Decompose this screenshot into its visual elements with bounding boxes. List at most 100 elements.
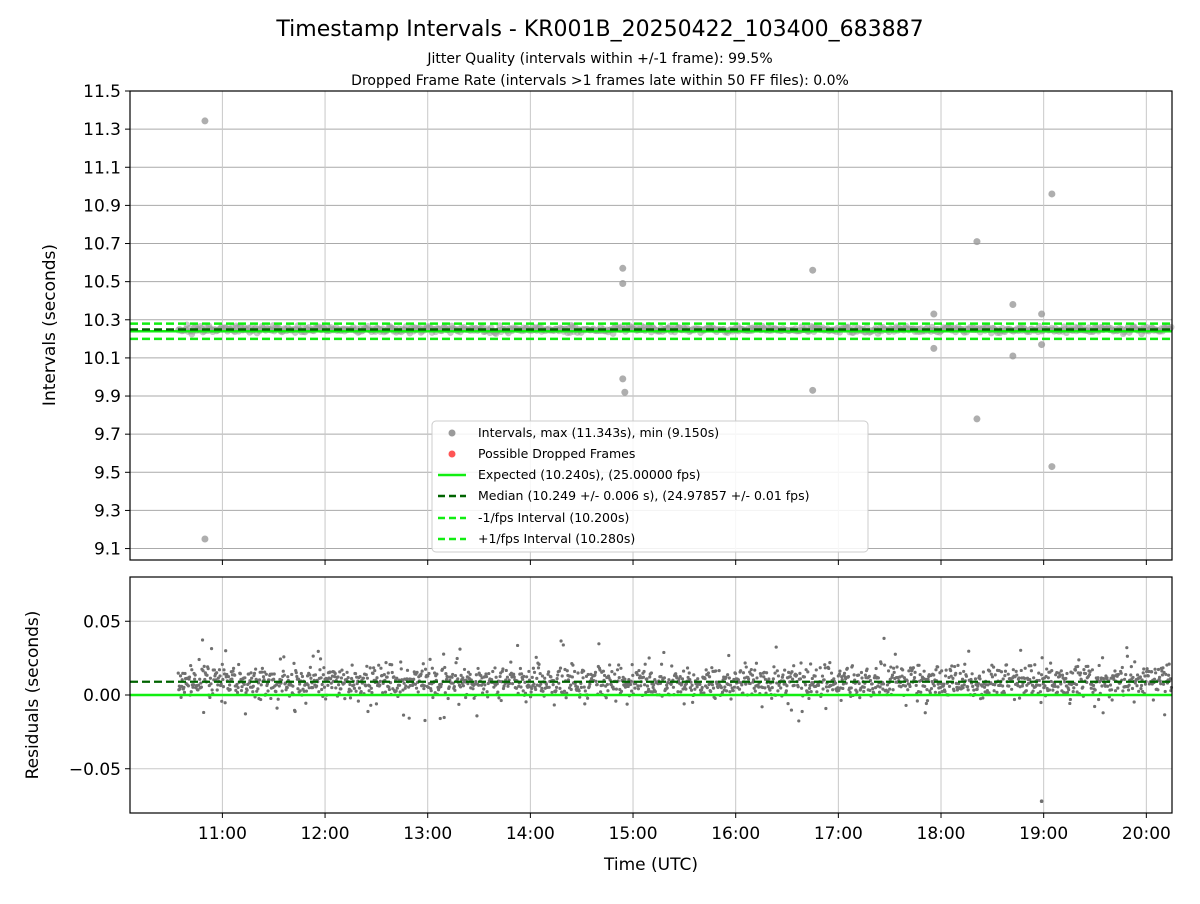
bottom-ytick-label: −0.05 [69,760,121,780]
residual-point [777,683,781,687]
interval-outlier-point [1009,352,1017,360]
top-ytick-label: 10.5 [83,273,121,293]
residual-point [1135,684,1139,688]
residual-point [521,677,525,681]
residual-point [505,675,510,679]
residual-point [1031,689,1035,693]
chart-subtitle-jitter: Jitter Quality (intervals within +/-1 fr… [426,51,772,67]
residual-point [529,690,533,694]
legend: Intervals, max (11.343s), min (9.150s) P… [431,420,869,553]
residual-point [1058,673,1062,677]
residual-point [318,657,323,661]
residual-point [464,695,468,700]
residual-point [881,687,885,691]
residual-point [1126,688,1131,692]
residual-point [940,690,944,694]
residual-point [924,677,928,682]
residual-point [950,664,954,668]
residual-point [595,682,599,687]
residual-point [1093,688,1097,692]
residual-point [952,689,956,693]
residual-point [706,671,711,675]
residual-point [623,677,627,681]
interval-outlier-point [201,117,209,125]
residual-point [180,678,184,682]
residual-point [906,688,910,692]
residual-point [642,669,646,674]
residual-point [399,667,403,671]
residual-point [832,677,836,681]
residual-point [993,673,997,677]
interval-outlier-point [1038,341,1046,349]
residual-point [784,689,788,693]
residual-point [907,669,911,673]
residual-point [397,683,402,687]
residual-point [402,681,406,685]
residual-point [1077,658,1081,662]
residual-point [378,683,382,687]
bottom-y-axis-label: Residuals (seconds) [23,611,43,780]
residual-point [311,654,315,658]
residual-point [274,690,278,694]
residual-point [186,684,191,688]
residual-point [762,675,766,679]
residual-point [385,675,389,679]
residual-point [369,686,373,690]
residual-point [319,676,323,680]
residual-point [272,677,276,681]
residual-point [665,683,669,687]
residual-point [1020,684,1024,688]
residual-point [367,689,371,693]
residual-point [733,671,738,676]
residual-point [431,695,435,700]
residual-point [867,674,871,678]
residual-point [1158,679,1162,683]
residual-point [221,685,226,689]
residual-point [877,690,882,694]
residual-point [370,691,374,695]
residual-point [692,673,696,677]
residual-point [614,687,619,691]
residual-point [573,669,577,674]
residual-point [961,686,965,690]
residual-point [231,669,235,673]
residual-point [187,675,192,679]
residual-point [810,676,814,681]
legend-label-dropped: Possible Dropped Frames [478,446,635,461]
residual-point [290,672,294,677]
residual-point [223,701,227,705]
residual-point [419,672,423,676]
residual-point [1101,711,1105,715]
residual-point [561,643,565,647]
residual-point [365,664,369,668]
residual-point [915,699,919,703]
residual-point [643,683,647,687]
residual-point [731,689,735,693]
residual-point [457,702,461,706]
residual-point [647,656,651,660]
residual-point [949,674,953,678]
residual-point [512,672,516,676]
residual-point [1150,670,1154,674]
residual-point [259,697,263,702]
residual-point [604,696,608,700]
residual-point [405,677,409,681]
chart-subtitle-dropped: Dropped Frame Rate (intervals >1 frames … [351,73,849,89]
residual-point [681,669,686,673]
residual-point [524,700,528,704]
residual-point [438,716,442,721]
residual-point [494,675,498,679]
residual-point [726,673,730,677]
residual-point [527,669,531,674]
residual-point [222,668,226,672]
residual-point [306,683,310,687]
residual-point [179,695,183,699]
residual-point [369,703,373,707]
residual-point [451,672,455,677]
bottom-xtick-label: 15:00 [609,824,658,844]
residual-point [1067,688,1071,692]
residual-point [1071,690,1075,694]
residual-point [653,689,657,694]
residual-point [329,677,333,681]
residual-point [429,689,433,693]
